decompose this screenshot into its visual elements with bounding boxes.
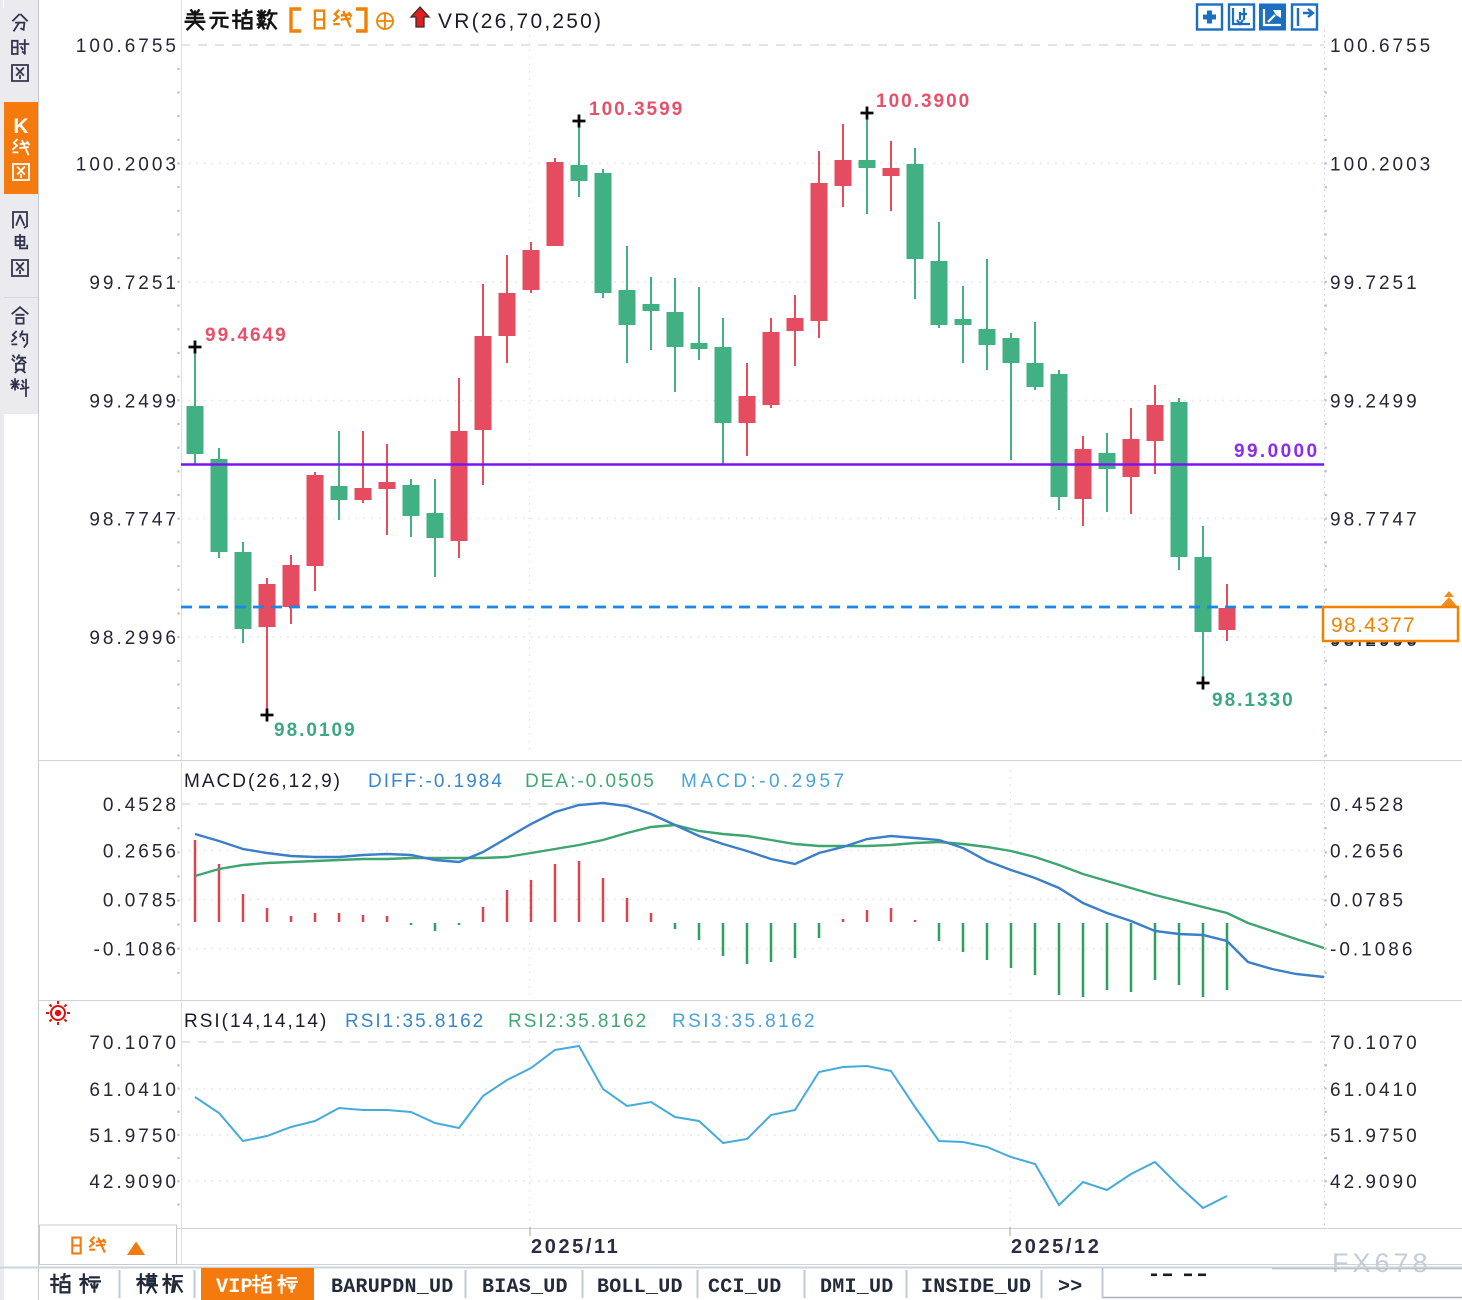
svg-text:0.0785: 0.0785 (1330, 891, 1406, 912)
svg-text:100.3599: 100.3599 (589, 99, 684, 120)
svg-text:RSI(14,14,14): RSI(14,14,14) (184, 1011, 328, 1032)
svg-text:61.0410: 61.0410 (1330, 1080, 1420, 1101)
svg-text:K: K (13, 115, 28, 138)
svg-text:100.3900: 100.3900 (876, 91, 971, 112)
svg-text:99.7251: 99.7251 (89, 273, 179, 294)
svg-text:FX678: FX678 (1332, 1248, 1432, 1278)
svg-text:VR(26,70,250): VR(26,70,250) (438, 10, 603, 33)
svg-text:VIP: VIP (216, 1276, 253, 1299)
svg-text:42.9090: 42.9090 (89, 1172, 179, 1193)
svg-text:>>: >> (1058, 1276, 1083, 1299)
svg-text:DIFF:-0.1984: DIFF:-0.1984 (368, 771, 504, 792)
svg-text:70.1070: 70.1070 (89, 1033, 179, 1054)
svg-text:98.0109: 98.0109 (274, 720, 357, 741)
svg-text:-0.1086: -0.1086 (94, 940, 179, 961)
svg-text:98.7747: 98.7747 (89, 510, 179, 531)
svg-text:98.2996: 98.2996 (89, 628, 179, 649)
svg-text:0.0785: 0.0785 (103, 891, 179, 912)
svg-text:51.9750: 51.9750 (1330, 1126, 1420, 1147)
svg-text:99.0000: 99.0000 (1234, 441, 1319, 462)
svg-text:61.0410: 61.0410 (89, 1080, 179, 1101)
svg-text:0.4528: 0.4528 (103, 795, 179, 816)
svg-text:100.2003: 100.2003 (76, 155, 179, 176)
svg-text:BARUPDN_UD: BARUPDN_UD (331, 1276, 454, 1299)
svg-text:MACD:-0.2957: MACD:-0.2957 (681, 771, 847, 792)
svg-text:RSI3:35.8162: RSI3:35.8162 (672, 1011, 817, 1032)
svg-text:99.7251: 99.7251 (1330, 273, 1420, 294)
svg-text:51.9750: 51.9750 (89, 1126, 179, 1147)
svg-text:CCI_UD: CCI_UD (708, 1276, 782, 1299)
svg-text:100.6755: 100.6755 (76, 36, 179, 57)
svg-text:99.2499: 99.2499 (1330, 392, 1420, 413)
svg-text:99.4649: 99.4649 (205, 325, 288, 346)
svg-text:0.4528: 0.4528 (1330, 795, 1406, 816)
svg-text:0.2656: 0.2656 (103, 842, 179, 863)
svg-text:100.6755: 100.6755 (1330, 36, 1433, 57)
svg-text:BOLL_UD: BOLL_UD (597, 1276, 683, 1299)
svg-text:98.1330: 98.1330 (1212, 690, 1295, 711)
svg-text:99.2499: 99.2499 (89, 392, 179, 413)
svg-text:2025/12: 2025/12 (1011, 1236, 1102, 1258)
svg-text:RSI1:35.8162: RSI1:35.8162 (345, 1011, 485, 1032)
svg-text:98.4377: 98.4377 (1331, 614, 1416, 637)
svg-text:RSI2:35.8162: RSI2:35.8162 (508, 1011, 648, 1032)
svg-text:BIAS_UD: BIAS_UD (482, 1276, 568, 1299)
svg-text:42.9090: 42.9090 (1330, 1172, 1420, 1193)
svg-text:INSIDE_UD: INSIDE_UD (921, 1276, 1031, 1299)
svg-text:MACD(26,12,9): MACD(26,12,9) (184, 771, 342, 792)
svg-text:98.7747: 98.7747 (1330, 510, 1420, 531)
svg-text:DEA:-0.0505: DEA:-0.0505 (525, 771, 656, 792)
svg-text:70.1070: 70.1070 (1330, 1033, 1420, 1054)
svg-text:0.2656: 0.2656 (1330, 842, 1406, 863)
svg-text:2025/11: 2025/11 (531, 1236, 620, 1258)
svg-text:100.2003: 100.2003 (1330, 155, 1433, 176)
svg-text:DMI_UD: DMI_UD (820, 1276, 894, 1299)
svg-text:-0.1086: -0.1086 (1330, 940, 1415, 961)
